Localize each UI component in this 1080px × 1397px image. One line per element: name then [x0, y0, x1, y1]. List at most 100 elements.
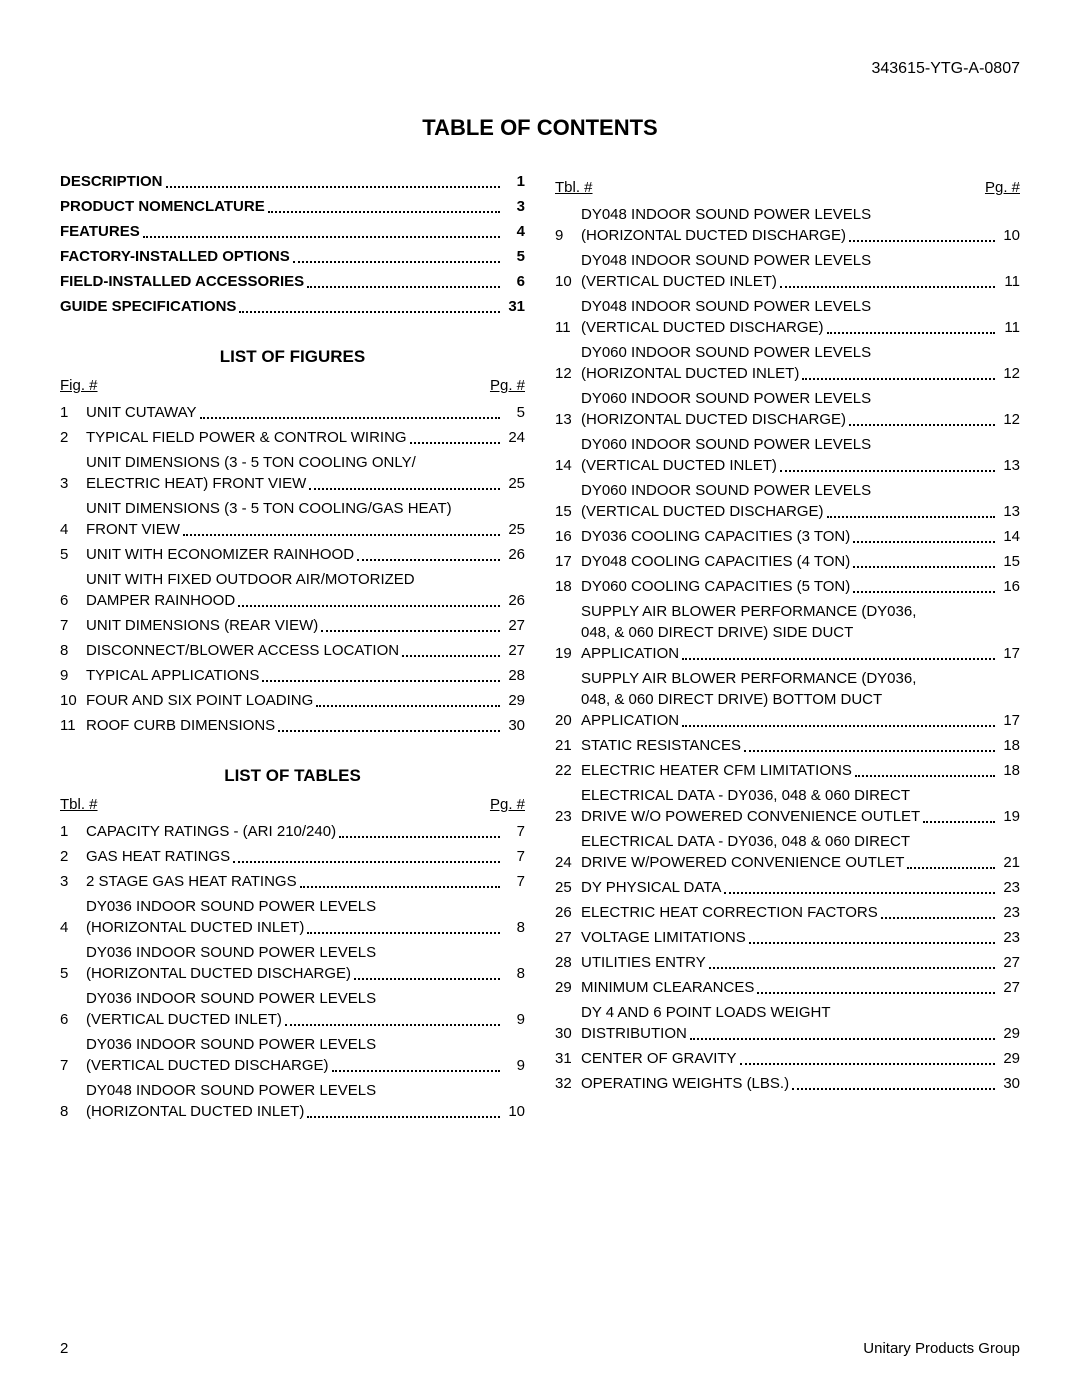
toc-label-wrap: FOUR AND SIX POINT LOADING29	[86, 690, 525, 711]
toc-label-wrap: CENTER OF GRAVITY29	[581, 1048, 1020, 1069]
toc-number: 14	[555, 455, 581, 476]
toc-label: (VERTICAL DUCTED INLET)	[86, 1009, 282, 1030]
toc-label-wrap: GAS HEAT RATINGS7	[86, 846, 525, 867]
toc-label: UNIT CUTAWAY	[86, 402, 197, 423]
toc-number: 3	[60, 473, 86, 494]
main-sections-list: DESCRIPTION1PRODUCT NOMENCLATURE3FEATURE…	[60, 171, 525, 317]
leader-dots	[339, 836, 500, 838]
toc-page: 9	[503, 1009, 525, 1030]
toc-label: DY048 COOLING CAPACITIES (4 TON)	[581, 551, 850, 572]
leader-dots	[690, 1038, 995, 1040]
leader-dots	[907, 867, 995, 869]
toc-row: 17DY048 COOLING CAPACITIES (4 TON)15	[555, 551, 1020, 572]
toc-line: DY036 INDOOR SOUND POWER LEVELS	[86, 942, 525, 963]
toc-label: 2 STAGE GAS HEAT RATINGS	[86, 871, 297, 892]
toc-line: DY060 INDOOR SOUND POWER LEVELS	[581, 388, 1020, 409]
toc-number: 2	[60, 846, 86, 867]
toc-row: 6UNIT WITH FIXED OUTDOOR AIR/MOTORIZEDDA…	[60, 569, 525, 611]
toc-label-wrap: DESCRIPTION1	[60, 171, 525, 192]
toc-label: ROOF CURB DIMENSIONS	[86, 715, 275, 736]
toc-label: DISCONNECT/BLOWER ACCESS LOCATION	[86, 640, 399, 661]
toc-page: 25	[503, 519, 525, 540]
toc-line: DY048 INDOOR SOUND POWER LEVELS	[581, 296, 1020, 317]
toc-line: UNIT WITH ECONOMIZER RAINHOOD 26	[86, 544, 525, 565]
leader-dots	[183, 534, 500, 536]
toc-label: DISTRIBUTION	[581, 1023, 687, 1044]
toc-label: ELECTRIC HEAT CORRECTION FACTORS	[581, 902, 878, 923]
toc-row: 7UNIT DIMENSIONS (REAR VIEW)27	[60, 615, 525, 636]
toc-label: (HORIZONTAL DUCTED DISCHARGE)	[581, 225, 846, 246]
toc-row: 4DY036 INDOOR SOUND POWER LEVELS(HORIZON…	[60, 896, 525, 938]
leader-dots	[827, 332, 995, 334]
toc-number: 8	[60, 1101, 86, 1122]
toc-line: DY048 INDOOR SOUND POWER LEVELS	[581, 204, 1020, 225]
leader-dots	[402, 655, 500, 657]
leader-dots	[321, 630, 500, 632]
toc-label: FEATURES	[60, 221, 140, 242]
tables-header-rightlabel: Pg. #	[490, 796, 525, 813]
toc-line: UNIT WITH FIXED OUTDOOR AIR/MOTORIZED	[86, 569, 525, 590]
toc-label-wrap: CAPACITY RATINGS - (ARI 210/240)7	[86, 821, 525, 842]
toc-label-wrap: FEATURES4	[60, 221, 525, 242]
toc-row: 1UNIT CUTAWAY5	[60, 402, 525, 423]
toc-label-wrap: DY048 COOLING CAPACITIES (4 TON)15	[581, 551, 1020, 572]
toc-line: UNIT CUTAWAY5	[86, 402, 525, 423]
toc-label-wrap: DY060 COOLING CAPACITIES (5 TON)16	[581, 576, 1020, 597]
toc-label: ELECTRICAL DATA - DY036, 048 & 060 DIREC…	[581, 785, 910, 806]
toc-page: 19	[998, 806, 1020, 827]
toc-number: 4	[60, 917, 86, 938]
toc-line: (VERTICAL DUCTED DISCHARGE)13	[581, 501, 1020, 522]
toc-number: 17	[555, 551, 581, 572]
toc-line: DY 4 AND 6 POINT LOADS WEIGHT	[581, 1002, 1020, 1023]
toc-row: 13DY060 INDOOR SOUND POWER LEVELS(HORIZO…	[555, 388, 1020, 430]
toc-line: 048, & 060 DIRECT DRIVE) SIDE DUCT	[581, 622, 1020, 643]
toc-line: DY036 INDOOR SOUND POWER LEVELS	[86, 1034, 525, 1055]
tables-header-left: Tbl. # Pg. #	[60, 796, 525, 813]
toc-label: DY060 INDOOR SOUND POWER LEVELS	[581, 342, 871, 363]
toc-line: DESCRIPTION1	[60, 171, 525, 192]
toc-line: UNIT DIMENSIONS (3 - 5 TON COOLING/GAS H…	[86, 498, 525, 519]
toc-page: 6	[503, 271, 525, 292]
toc-label-wrap: FACTORY-INSTALLED OPTIONS5	[60, 246, 525, 267]
toc-label: SUPPLY AIR BLOWER PERFORMANCE (DY036,	[581, 601, 916, 622]
leader-dots	[233, 861, 500, 863]
toc-row: 21STATIC RESISTANCES18	[555, 735, 1020, 756]
toc-line: MINIMUM CLEARANCES27	[581, 977, 1020, 998]
toc-page: 29	[503, 690, 525, 711]
toc-page: 26	[503, 590, 525, 611]
toc-number: 11	[60, 715, 86, 736]
leader-dots	[200, 417, 500, 419]
toc-label-wrap: UNIT WITH FIXED OUTDOOR AIR/MOTORIZEDDAM…	[86, 569, 525, 611]
toc-label: (HORIZONTAL DUCTED INLET)	[581, 363, 799, 384]
tables-header-leftlabel: Tbl. #	[60, 796, 98, 813]
toc-line: (VERTICAL DUCTED INLET)11	[581, 271, 1020, 292]
toc-row: 32OPERATING WEIGHTS (LBS.)30	[555, 1073, 1020, 1094]
toc-page: 10	[998, 225, 1020, 246]
toc-number: 5	[60, 544, 86, 565]
leader-dots	[293, 261, 500, 263]
toc-row: 12DY060 INDOOR SOUND POWER LEVELS(HORIZO…	[555, 342, 1020, 384]
toc-page: 26	[503, 544, 525, 565]
toc-label: DY048 INDOOR SOUND POWER LEVELS	[581, 296, 871, 317]
leader-dots	[166, 186, 500, 188]
toc-label: (VERTICAL DUCTED DISCHARGE)	[581, 501, 824, 522]
toc-page: 31	[503, 296, 525, 317]
toc-label-wrap: ELECTRIC HEATER CFM LIMITATIONS18	[581, 760, 1020, 781]
toc-label-wrap: TYPICAL APPLICATIONS28	[86, 665, 525, 686]
toc-label: DY048 INDOOR SOUND POWER LEVELS	[581, 204, 871, 225]
toc-number: 7	[60, 1055, 86, 1076]
leader-dots	[316, 705, 500, 707]
toc-page: 14	[998, 526, 1020, 547]
toc-page: 10	[503, 1101, 525, 1122]
toc-number: 11	[555, 317, 581, 338]
toc-line: UNIT DIMENSIONS (REAR VIEW)27	[86, 615, 525, 636]
toc-page: 7	[503, 846, 525, 867]
toc-line: (HORIZONTAL DUCTED DISCHARGE)12	[581, 409, 1020, 430]
toc-label: OPERATING WEIGHTS (LBS.)	[581, 1073, 789, 1094]
toc-label: UNIT WITH FIXED OUTDOOR AIR/MOTORIZED	[86, 569, 415, 590]
toc-line: DY048 INDOOR SOUND POWER LEVELS	[86, 1080, 525, 1101]
toc-line: ROOF CURB DIMENSIONS30	[86, 715, 525, 736]
toc-label: UNIT WITH ECONOMIZER RAINHOOD	[86, 544, 354, 565]
toc-label-wrap: DY048 INDOOR SOUND POWER LEVELS(HORIZONT…	[86, 1080, 525, 1122]
toc-label: DRIVE W/POWERED CONVENIENCE OUTLET	[581, 852, 904, 873]
